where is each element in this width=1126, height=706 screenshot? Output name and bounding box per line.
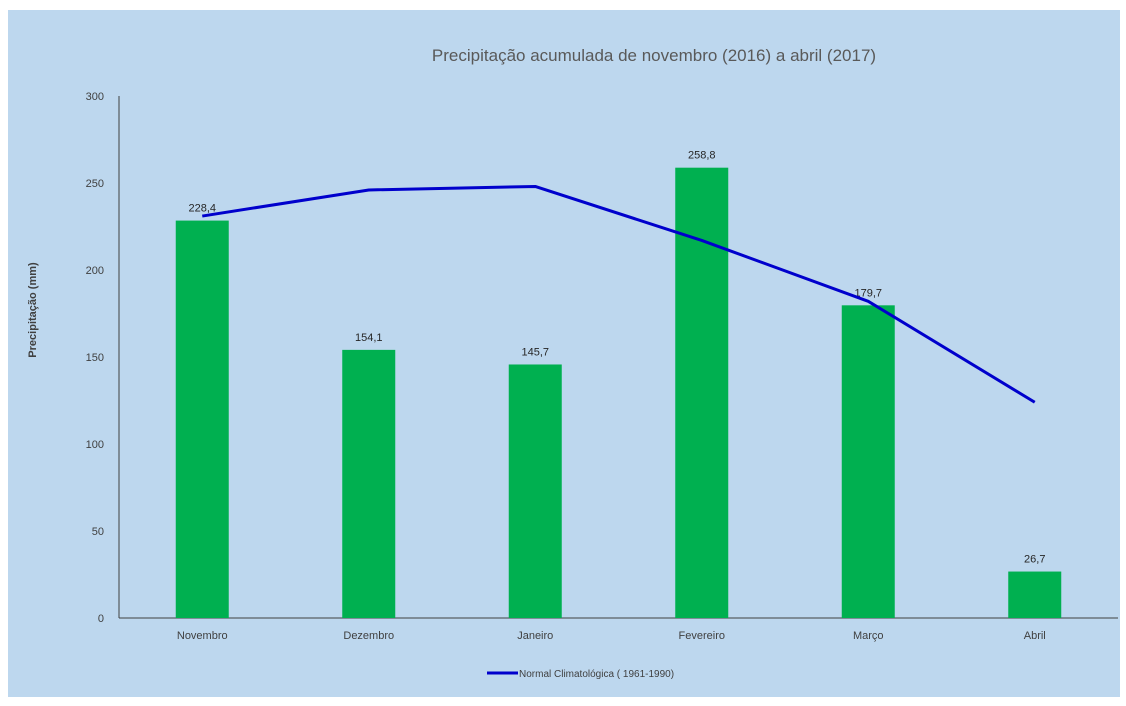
category-label: Abril	[1024, 630, 1046, 642]
axes	[118, 96, 1118, 619]
normal-climatologica-line	[202, 184, 1036, 404]
chart-area: Precipitação acumulada de novembro (2016…	[8, 10, 1120, 697]
category-label: Novembro	[177, 630, 228, 642]
category-label: Fevereiro	[679, 630, 725, 642]
data-label: 145,7	[521, 346, 549, 358]
y-tick-label: 150	[86, 352, 104, 364]
y-tick-label: 300	[86, 91, 104, 103]
data-label: 154,1	[355, 332, 383, 344]
data-label: 228,4	[188, 203, 216, 215]
bar	[175, 220, 229, 619]
category-label: Dezembro	[343, 630, 394, 642]
category-labels: Novembro Dezembro Janeiro Fevereiro Março Abr…	[177, 630, 1046, 642]
y-tick-label: 50	[92, 526, 104, 538]
y-tick-label: 200	[86, 265, 104, 277]
y-tick-label: 100	[86, 439, 104, 451]
bar	[841, 305, 895, 618]
y-tick-label: 0	[98, 613, 104, 625]
category-label: Março	[853, 630, 884, 642]
legend-label: Normal Climatológica ( 1961-1990)	[519, 669, 674, 680]
data-label: 26,7	[1024, 554, 1045, 566]
y-tick-label: 250	[86, 178, 104, 190]
data-labels: 228,4 154,1 145,7 258,8 179,7 26,7	[188, 150, 1045, 566]
y-tick-labels: 0 50 100 150 200 250 300	[86, 91, 104, 625]
bar	[508, 364, 562, 618]
category-label: Janeiro	[517, 630, 553, 642]
data-label: 258,8	[688, 150, 716, 162]
line-series	[202, 184, 1036, 404]
bar	[675, 167, 729, 619]
precipitation-chart: Precipitação acumulada de novembro (2016…	[27, 46, 1118, 680]
bar-series	[175, 167, 1062, 619]
legend: Normal Climatológica ( 1961-1990)	[487, 669, 674, 680]
data-label: 179,7	[854, 287, 882, 299]
bar	[1008, 571, 1062, 618]
chart-title: Precipitação acumulada de novembro (2016…	[432, 46, 876, 65]
y-axis-label: Precipitação (mm)	[27, 262, 39, 358]
bar	[342, 349, 396, 618]
